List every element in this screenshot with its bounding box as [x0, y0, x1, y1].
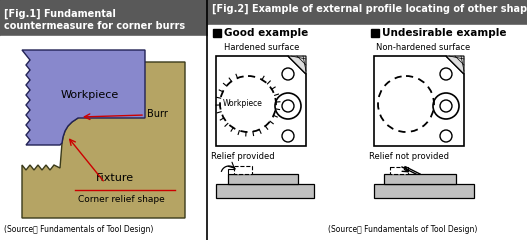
- Polygon shape: [288, 56, 306, 74]
- Text: Workpiece: Workpiece: [223, 100, 263, 108]
- Text: (Source： Fundamentals of Tool Design): (Source： Fundamentals of Tool Design): [4, 225, 153, 234]
- Polygon shape: [216, 56, 306, 146]
- Text: countermeasure for corner burrs: countermeasure for corner burrs: [4, 21, 185, 31]
- Bar: [213, 29, 221, 37]
- Bar: [384, 174, 456, 184]
- Text: Workpiece: Workpiece: [61, 90, 119, 100]
- Text: (Source： Fundamentals of Tool Design): (Source： Fundamentals of Tool Design): [328, 225, 477, 234]
- Text: Good example: Good example: [224, 28, 308, 38]
- Text: Non-hardened surface: Non-hardened surface: [376, 43, 470, 52]
- Bar: [208, 25, 527, 240]
- Bar: [374, 184, 474, 198]
- Bar: [0, 36, 207, 240]
- Bar: [234, 166, 252, 174]
- Polygon shape: [22, 57, 185, 218]
- Bar: [216, 184, 314, 198]
- Bar: [0, 0, 207, 36]
- Polygon shape: [374, 56, 464, 146]
- Text: Undesirable example: Undesirable example: [382, 28, 506, 38]
- Bar: [371, 29, 379, 37]
- Text: [Fig.2] Example of external profile locating of other shapes: [Fig.2] Example of external profile loca…: [212, 4, 527, 14]
- Bar: [228, 174, 298, 184]
- Text: Hardened surface: Hardened surface: [224, 43, 299, 52]
- Text: Fixture: Fixture: [96, 173, 134, 183]
- Text: Corner relief shape: Corner relief shape: [78, 195, 165, 204]
- Text: [Fig.1] Fundamental: [Fig.1] Fundamental: [4, 9, 116, 19]
- Text: Burr: Burr: [147, 109, 168, 119]
- Polygon shape: [22, 50, 145, 145]
- Bar: [228, 169, 240, 174]
- Text: Relief provided: Relief provided: [211, 152, 275, 161]
- Bar: [390, 167, 408, 174]
- Polygon shape: [446, 56, 464, 74]
- Bar: [208, 0, 527, 25]
- Text: Relief not provided: Relief not provided: [369, 152, 449, 161]
